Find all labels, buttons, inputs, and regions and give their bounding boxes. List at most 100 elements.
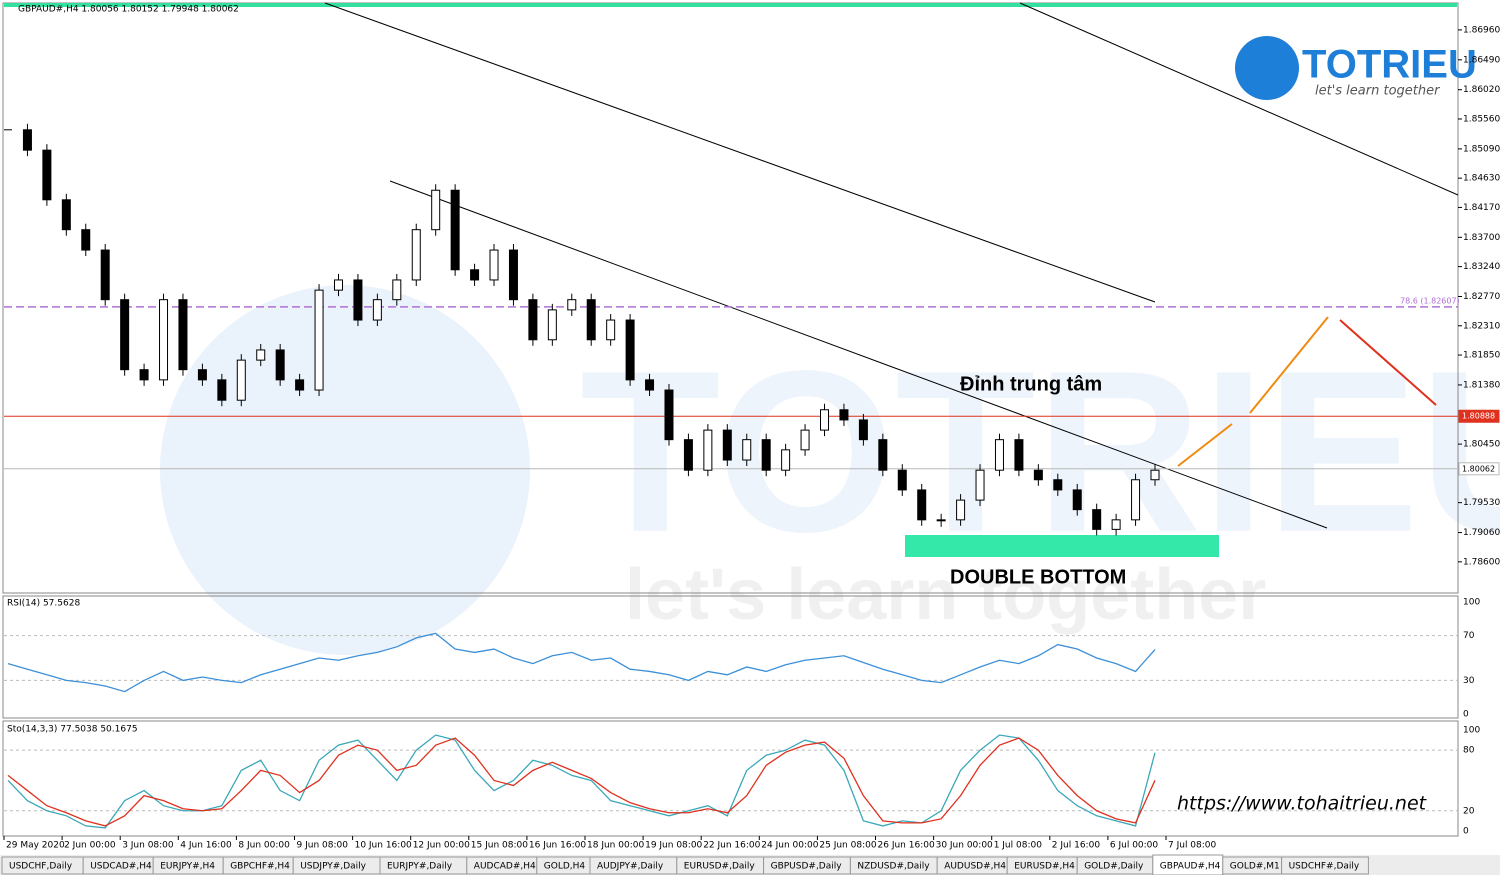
tab-label[interactable]: GOLD,H4	[544, 862, 586, 872]
y-tick-label: 70	[1463, 631, 1475, 641]
time-label: 15 Jun 08:00	[471, 841, 528, 851]
time-label: 9 Jun 08:00	[297, 841, 349, 851]
candle	[722, 429, 732, 461]
y-tick-label: 20	[1463, 806, 1475, 816]
candle	[197, 369, 207, 381]
candle	[1150, 469, 1160, 481]
tab-label[interactable]: AUDUSD#,H4	[944, 862, 1006, 872]
candle	[353, 279, 363, 321]
tab-label[interactable]: GOLD#,Daily	[1084, 862, 1144, 872]
candle	[42, 149, 52, 201]
time-label: 8 Jun 00:00	[238, 841, 290, 851]
tab-label[interactable]: EURUSD#,H4	[1014, 862, 1075, 872]
y-tick-label: 1.84170	[1463, 203, 1500, 213]
y-tick-label: 1.86490	[1463, 55, 1500, 65]
y-tick-label: 30	[1463, 676, 1475, 686]
website: https://www.tohaitrieu.net	[1177, 793, 1428, 815]
candle	[878, 439, 888, 471]
tab-label[interactable]: GBPAUD#,H4	[1160, 862, 1221, 872]
candle	[800, 429, 810, 451]
candle	[567, 299, 577, 311]
candle	[586, 299, 596, 341]
y-tick-label: 1.78600	[1463, 557, 1500, 567]
rsi-info: RSI(14) 57.5628	[7, 599, 80, 609]
top-zone	[4, 3, 1457, 7]
candle	[431, 189, 441, 231]
tab-label[interactable]: USDCAD#,H4	[90, 862, 152, 872]
time-label: 26 Jun 16:00	[878, 841, 935, 851]
rsi-frame	[2, 595, 1459, 719]
y-tick-label: 1.85560	[1463, 114, 1500, 124]
time-label: 25 Jun 08:00	[819, 841, 876, 851]
y-tick-label: 1.83700	[1463, 233, 1500, 243]
trendline	[324, 2, 1156, 303]
tab-label[interactable]: AUDJPY#,Daily	[597, 862, 664, 872]
annotation: Đỉnh trung tâm	[960, 373, 1102, 395]
fib-label: 78.6 (1.82607)	[1400, 297, 1460, 306]
arrow	[1177, 423, 1233, 467]
time-label: 1 Jul 08:00	[994, 841, 1043, 851]
candle	[333, 279, 343, 291]
time-label: 4 Jun 16:00	[180, 841, 232, 851]
time-label: 24 Jun 00:00	[761, 841, 818, 851]
candle	[450, 189, 460, 271]
candle	[372, 299, 382, 321]
time-label: 12 Jun 00:00	[413, 841, 470, 851]
y-tick-label: 1.79530	[1463, 498, 1500, 508]
time-label: 2 Jul 16:00	[1052, 841, 1101, 851]
candle	[936, 519, 946, 522]
y-tick-label: 100	[1463, 725, 1480, 735]
candle	[683, 439, 693, 471]
candle	[820, 409, 830, 431]
indicator-line	[7, 632, 1156, 693]
tab-label[interactable]: EURUSD#,Daily	[684, 862, 756, 872]
candle	[508, 249, 518, 301]
tab-label[interactable]: GBPCHF#,H4	[230, 862, 290, 872]
candle	[742, 439, 752, 461]
price-box	[1458, 409, 1500, 423]
tab-label[interactable]: GBPUSD#,Daily	[771, 862, 843, 872]
time-label: 22 Jun 16:00	[703, 841, 760, 851]
tab-label[interactable]: EURJPY#,H4	[160, 862, 215, 872]
candle	[217, 379, 227, 401]
candle	[61, 199, 71, 231]
candle	[1111, 519, 1121, 530]
candle	[645, 379, 655, 391]
indicator-line	[7, 737, 1156, 827]
candle	[314, 289, 324, 391]
candle	[1072, 489, 1082, 511]
candle	[1014, 439, 1024, 471]
tab-label[interactable]: USDCHF#,Daily	[1289, 862, 1360, 872]
tab[interactable]	[1281, 856, 1369, 875]
price-label: 1.80062	[1462, 464, 1495, 473]
logo-icon	[1235, 36, 1299, 100]
candle	[100, 249, 110, 301]
candle	[392, 279, 402, 301]
candle	[275, 349, 285, 381]
tab-label[interactable]: GOLD#,M1	[1230, 862, 1280, 872]
watermark-logo	[160, 285, 530, 655]
tab-label[interactable]: EURJPY#,Daily	[387, 862, 453, 872]
time-label: 16 Jun 16:00	[529, 841, 586, 851]
candle	[1131, 479, 1141, 521]
candle	[606, 319, 616, 341]
trendline	[389, 180, 1328, 529]
candle	[703, 429, 713, 471]
arrow	[1339, 319, 1437, 406]
tab-label[interactable]: USDCHF,Daily	[9, 862, 73, 872]
candle	[625, 319, 635, 381]
candle	[1033, 469, 1043, 481]
candle	[761, 439, 771, 471]
y-tick-label: 1.82310	[1463, 321, 1500, 331]
candle	[547, 309, 557, 341]
candle	[139, 369, 149, 381]
tab-label[interactable]: USDJPY#,Daily	[300, 862, 366, 872]
tab-label[interactable]: NZDUSD#,Daily	[857, 862, 930, 872]
y-tick-label: 1.80450	[1463, 440, 1500, 450]
support-zone	[905, 535, 1219, 557]
candle	[781, 449, 791, 471]
candle	[22, 129, 32, 151]
y-tick-label: 1.81850	[1463, 351, 1500, 361]
tab-label[interactable]: AUDCAD#,H4	[474, 862, 536, 872]
